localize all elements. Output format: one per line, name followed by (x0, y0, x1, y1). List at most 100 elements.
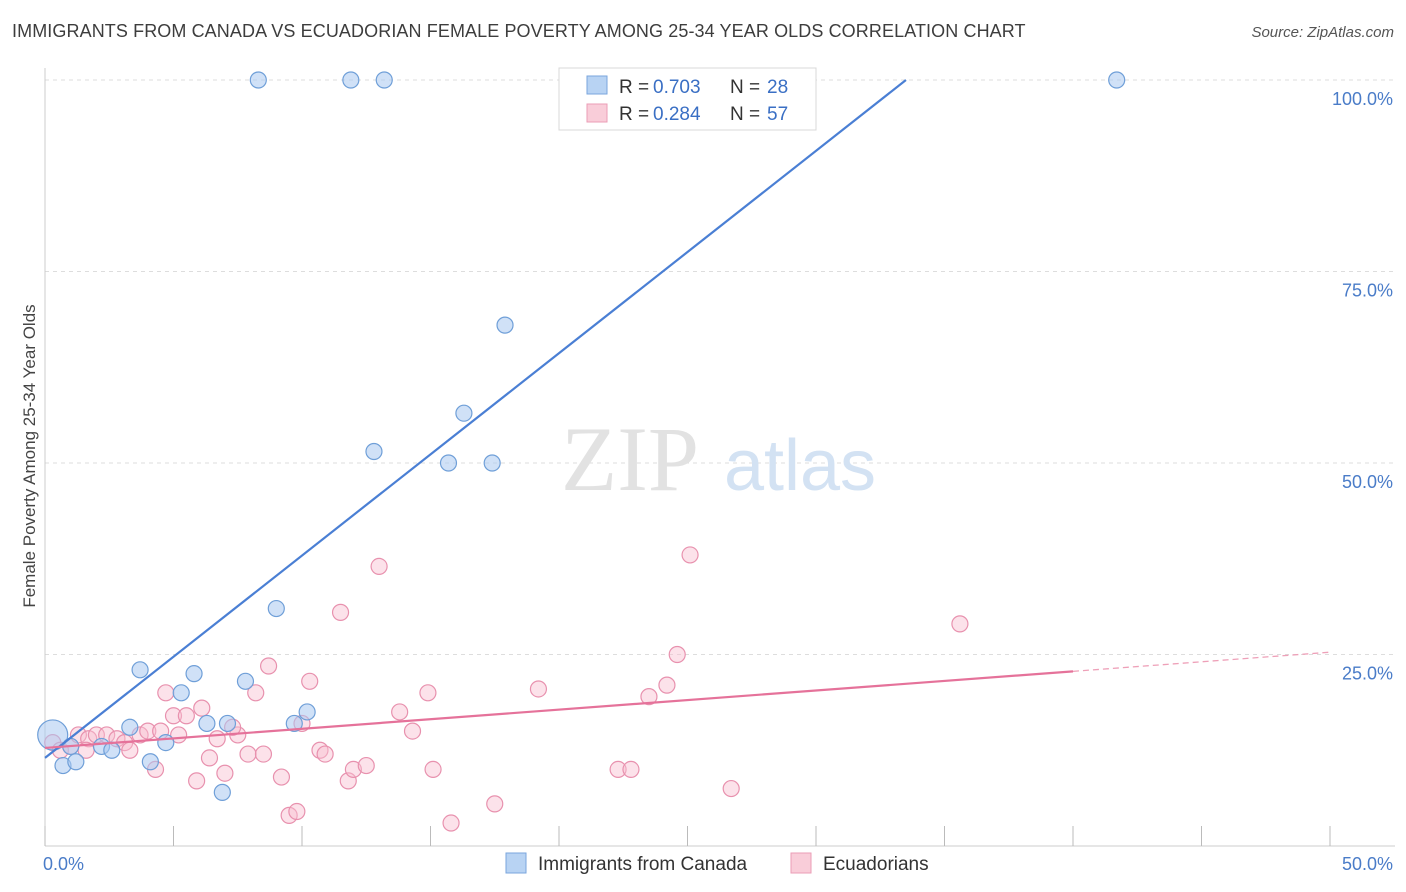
bottom-legend-swatch-canada (505, 852, 527, 874)
point-canada (37, 719, 69, 751)
point-ecuador (951, 615, 969, 633)
point-canada (121, 718, 139, 736)
legend-r-label-1: R = (619, 77, 649, 98)
point-canada (185, 665, 203, 683)
trend-lines (44, 79, 1331, 759)
legend-r-value-canada: 0.703 (653, 77, 701, 98)
legend-n-value-canada: 28 (767, 77, 788, 98)
trendline-ecuador-extension (1072, 651, 1331, 673)
data-points (37, 71, 1126, 832)
point-ecuador (316, 745, 334, 763)
point-canada (483, 454, 501, 472)
point-canada (198, 714, 216, 733)
point-canada (172, 684, 190, 702)
legend-swatch-canada (586, 75, 608, 95)
point-canada (342, 71, 360, 89)
point-ecuador (272, 768, 291, 786)
point-canada (236, 672, 255, 690)
point-ecuador (200, 749, 219, 767)
point-canada (141, 753, 159, 771)
y-tick-label: 50.0% (1342, 472, 1393, 492)
point-ecuador (193, 699, 211, 717)
point-ecuador (331, 603, 350, 621)
point-canada (1108, 71, 1126, 89)
y-tick-label: 100.0% (1332, 89, 1393, 109)
point-ecuador (403, 722, 422, 740)
point-ecuador (121, 741, 139, 759)
point-ecuador (254, 745, 273, 763)
point-ecuador (622, 760, 640, 779)
point-canada (496, 316, 514, 334)
point-ecuador (486, 795, 504, 813)
point-ecuador (344, 760, 362, 779)
legend-r-value-ecuador: 0.284 (653, 104, 701, 125)
point-ecuador (609, 760, 627, 779)
point-ecuador (177, 707, 195, 725)
bottom-legend-swatch-ecuador (790, 852, 812, 874)
point-ecuador (208, 730, 226, 748)
point-ecuador (419, 684, 437, 702)
point-ecuador (640, 688, 658, 706)
watermark-zip: ZIP (561, 408, 699, 510)
watermark-atlas: atlas (724, 426, 876, 506)
point-ecuador (424, 760, 442, 779)
axes (44, 68, 1395, 847)
legend-box: R = 0.703 N = 28 R = 0.284 N = 57 (558, 67, 817, 131)
source-credit: Source: ZipAtlas.com (1251, 24, 1394, 41)
y-tick-label: 75.0% (1342, 281, 1393, 301)
point-canada (375, 71, 393, 89)
point-ecuador (280, 806, 298, 824)
legend-n-label-2: N = (730, 104, 760, 125)
point-ecuador (216, 764, 234, 782)
point-ecuador (239, 745, 257, 763)
legend-n-label-1: N = (730, 77, 760, 98)
point-ecuador (391, 703, 409, 721)
point-canada (157, 733, 175, 752)
bottom-legend-label-canada: Immigrants from Canada (538, 854, 748, 875)
point-ecuador (658, 676, 676, 694)
point-ecuador (247, 684, 265, 702)
point-ecuador (188, 772, 206, 790)
y-axis-label: Female Poverty Among 25-34 Year Olds (20, 304, 39, 607)
trendline-canada (44, 79, 907, 759)
point-ecuador (288, 802, 306, 821)
point-canada (365, 442, 383, 461)
point-canada (249, 71, 267, 89)
point-ecuador (442, 814, 460, 832)
point-ecuador (668, 645, 686, 664)
tick-labels: 25.0% 50.0% 75.0% 100.0% 0.0% 50.0% (43, 89, 1393, 874)
point-ecuador (722, 779, 740, 798)
point-canada (285, 714, 303, 733)
point-ecuador (681, 546, 699, 564)
legend-swatch-ecuador (586, 103, 608, 123)
point-ecuador (259, 657, 278, 675)
point-canada (298, 703, 316, 721)
point-ecuador (157, 684, 175, 702)
point-ecuador (529, 680, 548, 698)
point-canada (267, 599, 285, 618)
point-canada (213, 783, 231, 801)
point-ecuador (164, 707, 183, 725)
point-canada (103, 741, 121, 759)
legend-r-label-2: R = (619, 104, 649, 125)
watermark: ZIP atlas (561, 408, 876, 510)
point-canada (218, 714, 237, 733)
x-tick-label: 50.0% (1342, 854, 1393, 874)
point-ecuador (301, 672, 319, 690)
y-tick-label: 25.0% (1342, 664, 1393, 684)
point-canada (439, 454, 458, 472)
legend-n-value-ecuador: 57 (767, 104, 788, 125)
bottom-legend: Immigrants from Canada Ecuadorians (505, 852, 929, 875)
point-canada (455, 404, 473, 422)
x-tick-label: 0.0% (43, 854, 84, 874)
point-canada (131, 661, 149, 679)
grid-lines (45, 79, 1395, 655)
point-ecuador (370, 557, 388, 576)
point-ecuador (139, 722, 157, 740)
chart-title: IMMIGRANTS FROM CANADA VS ECUADORIAN FEM… (12, 21, 1026, 41)
bottom-legend-label-ecuador: Ecuadorians (823, 854, 929, 875)
trendline-ecuador (44, 670, 1074, 750)
point-canada (67, 753, 85, 771)
point-ecuador (357, 756, 375, 775)
